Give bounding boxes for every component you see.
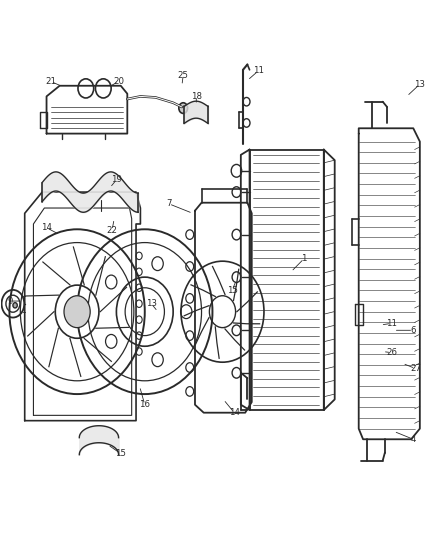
Text: 14: 14 bbox=[229, 408, 240, 417]
Text: 18: 18 bbox=[191, 92, 202, 101]
Text: 13: 13 bbox=[414, 79, 425, 88]
Text: 14: 14 bbox=[41, 223, 52, 232]
Text: 19: 19 bbox=[111, 175, 122, 184]
Text: 27: 27 bbox=[410, 364, 421, 373]
Text: 4: 4 bbox=[410, 435, 416, 444]
Text: 11: 11 bbox=[253, 67, 264, 75]
Text: 15: 15 bbox=[115, 449, 126, 458]
Circle shape bbox=[179, 103, 187, 114]
Text: 26: 26 bbox=[386, 348, 397, 357]
Text: 16: 16 bbox=[139, 400, 150, 409]
Text: 1: 1 bbox=[301, 254, 307, 263]
Text: 21: 21 bbox=[46, 77, 57, 86]
Text: 22: 22 bbox=[106, 226, 117, 235]
Text: 25: 25 bbox=[178, 70, 189, 79]
Text: 20: 20 bbox=[113, 77, 124, 86]
Text: 13: 13 bbox=[146, 299, 157, 308]
Text: 15: 15 bbox=[226, 286, 237, 295]
Text: 6: 6 bbox=[410, 326, 416, 335]
Text: 9: 9 bbox=[7, 296, 13, 305]
Circle shape bbox=[64, 296, 90, 328]
Circle shape bbox=[13, 303, 17, 308]
Text: 7: 7 bbox=[166, 199, 172, 208]
Text: 11: 11 bbox=[386, 319, 397, 328]
